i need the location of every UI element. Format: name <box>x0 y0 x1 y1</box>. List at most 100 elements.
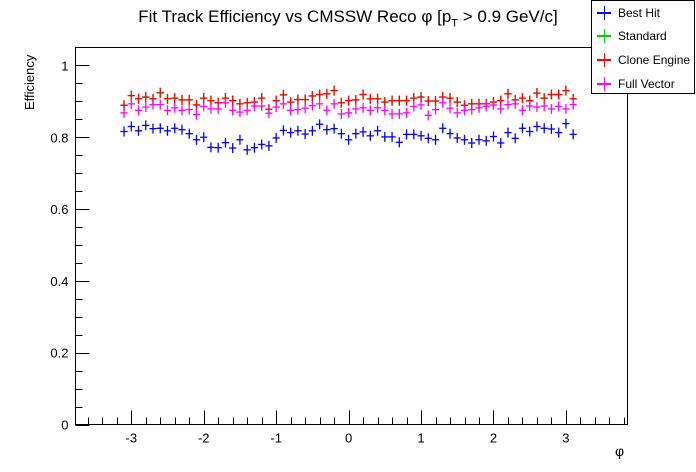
y-tick-label: 1 <box>61 58 68 73</box>
data-point <box>287 105 295 116</box>
data-point <box>562 85 570 96</box>
x-tick-label: 2 <box>490 431 497 446</box>
data-point <box>555 89 563 100</box>
data-point <box>294 104 302 115</box>
data-point <box>489 131 498 142</box>
x-tick-label: -3 <box>125 431 137 446</box>
data-point <box>453 107 461 118</box>
data-point <box>373 102 382 113</box>
data-point <box>156 99 164 110</box>
y-axis-label: Efficiency <box>22 54 37 110</box>
data-point <box>431 134 440 145</box>
data-point <box>395 137 403 148</box>
legend-label: Full Vector <box>618 77 675 91</box>
data-point <box>337 97 345 108</box>
data-point <box>381 105 389 116</box>
data-point <box>417 99 425 110</box>
data-point <box>511 98 519 109</box>
x-tick-label: 1 <box>417 431 424 446</box>
data-point <box>460 105 469 116</box>
data-point <box>279 89 288 100</box>
data-point <box>482 101 490 112</box>
data-point <box>453 97 461 108</box>
title-rest: > 0.9 GeV/c] <box>458 7 558 26</box>
data-point <box>272 132 280 143</box>
data-point <box>555 101 563 112</box>
data-point <box>192 109 201 120</box>
data-point <box>214 142 222 153</box>
data-point <box>562 118 570 129</box>
legend-label: Best Hit <box>618 6 661 20</box>
data-point <box>540 101 548 112</box>
data-point <box>316 98 324 109</box>
data-point <box>526 126 534 137</box>
data-point <box>424 110 432 121</box>
data-point <box>236 134 244 145</box>
legend-item-best-hit: Best Hit <box>592 3 694 23</box>
data-point <box>308 100 317 111</box>
y-tick-label: 0 <box>61 418 68 433</box>
data-point <box>178 124 186 135</box>
data-point <box>134 93 143 104</box>
data-point <box>200 101 208 112</box>
data-point <box>243 105 251 116</box>
data-point <box>127 98 135 109</box>
legend-marker-icon <box>597 6 611 20</box>
data-point <box>294 125 302 136</box>
data-point <box>337 128 345 139</box>
data-point <box>402 107 411 118</box>
data-point <box>221 137 230 148</box>
plot-frame <box>75 47 628 425</box>
data-point <box>120 126 128 137</box>
data-point <box>221 97 230 108</box>
data-point <box>142 92 150 103</box>
data-point <box>533 102 541 113</box>
data-point <box>323 88 331 99</box>
series-best-hit <box>120 118 577 155</box>
data-point <box>359 126 367 137</box>
x-tick-label: -1 <box>270 431 282 446</box>
title-subscript: T <box>451 17 459 30</box>
data-point <box>504 99 512 110</box>
data-point <box>330 85 338 96</box>
legend-marker-icon <box>597 53 611 67</box>
y-tick-label: 0.6 <box>50 202 68 217</box>
data-point <box>468 138 476 149</box>
data-point <box>323 105 331 116</box>
x-axis-label: φ <box>615 443 625 459</box>
legend-item-clone-engine: Clone Engine <box>592 50 694 70</box>
data-point <box>410 129 418 140</box>
data-point <box>171 93 179 104</box>
data-point <box>265 108 273 119</box>
data-point <box>497 103 505 114</box>
data-point <box>424 133 432 144</box>
data-point <box>352 94 360 105</box>
data-point <box>547 89 556 100</box>
legend: Best Hit Standard Clone Engine Full Vect… <box>591 0 695 94</box>
data-point <box>171 102 179 113</box>
data-point <box>518 105 527 116</box>
data-point <box>258 139 266 150</box>
data-point <box>533 88 541 99</box>
title-phi: φ <box>421 7 433 26</box>
data-point <box>192 134 201 145</box>
data-point <box>163 125 172 136</box>
data-point <box>431 95 440 106</box>
data-point <box>388 95 396 106</box>
chart-title: Fit Track Efficiency vs CMSSW Reco φ [pT… <box>0 7 696 29</box>
data-point <box>344 134 353 145</box>
data-point <box>569 99 577 110</box>
x-tick-label: 3 <box>562 431 569 446</box>
data-point <box>475 134 483 145</box>
title-pt: [p <box>432 7 452 26</box>
data-point <box>142 120 150 131</box>
x-tick-label: -2 <box>198 431 210 446</box>
data-point <box>149 99 157 110</box>
data-point <box>366 130 374 141</box>
data-point <box>402 129 411 140</box>
data-point <box>424 95 432 106</box>
legend-item-full-vector: Full Vector <box>592 74 694 94</box>
data-point <box>272 102 280 113</box>
data-point <box>359 102 367 113</box>
